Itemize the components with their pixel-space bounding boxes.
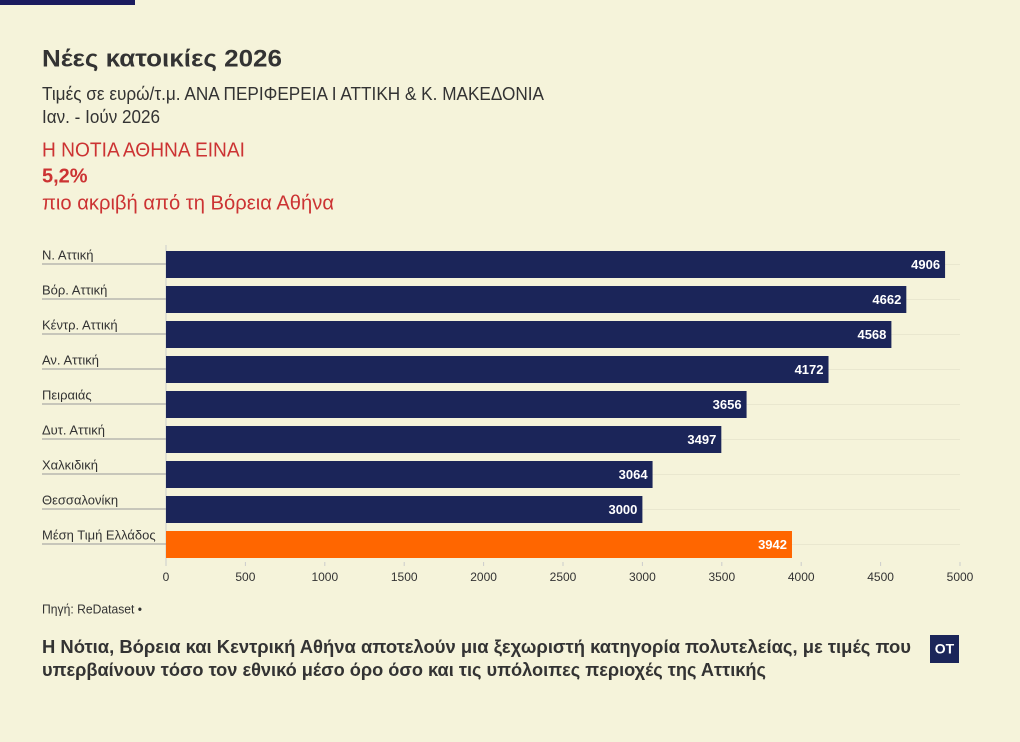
value-label: 4568	[857, 327, 886, 342]
y-tick-label: Θεσσαλονίκη	[42, 492, 118, 507]
note: υπερβαίνουν τόσο τον εθνικό μέσο όρο όσο…	[42, 660, 766, 680]
bar	[166, 286, 907, 313]
subtitle: Τιμές σε ευρώ/τ.μ. ΑΝΑ ΠΕΡΙΦΕΡΕΙΑ Ι ΑΤΤΙ…	[42, 84, 544, 104]
x-tick-label: 2000	[470, 570, 497, 584]
bar	[166, 531, 792, 558]
bar	[166, 426, 722, 453]
x-tick-label: 1500	[391, 570, 418, 584]
x-tick-label: 3000	[629, 570, 656, 584]
annotation: 5,2%	[42, 165, 88, 187]
x-tick-label: 3500	[708, 570, 735, 584]
y-tick-label: Αν. Αττική	[42, 352, 99, 367]
subtitle: Ιαν. - Ιούν 2026	[42, 107, 160, 127]
bar	[166, 356, 829, 383]
logo: OT	[935, 641, 955, 657]
chart-title: Νέες κατοικίες 2026	[42, 45, 282, 72]
bar	[166, 321, 892, 348]
bar	[166, 391, 747, 418]
x-tick-label: 1000	[311, 570, 338, 584]
logo-box	[930, 635, 959, 663]
value-label: 4172	[795, 362, 824, 377]
value-label: 3497	[687, 432, 716, 447]
top-accent	[0, 0, 135, 5]
value-label: 3000	[608, 502, 637, 517]
value-label: 3064	[619, 467, 649, 482]
bar	[166, 251, 946, 278]
y-tick-label: Κέντρ. Αττική	[42, 317, 118, 332]
x-tick-label: 2500	[550, 570, 577, 584]
x-tick-label: 5000	[947, 570, 974, 584]
bar	[166, 461, 653, 488]
value-label: 3656	[713, 397, 742, 412]
annotation: Η ΝΟΤΙΑ ΑΘΗΝΑ ΕΙΝΑΙ	[42, 139, 245, 161]
x-tick-label: 500	[235, 570, 255, 584]
x-tick-label: 0	[163, 570, 170, 584]
y-tick-label: Ν. Αττική	[42, 247, 93, 262]
y-tick-label: Πειραιάς	[42, 387, 92, 402]
bar	[166, 496, 643, 523]
y-tick-label: Μέση Τιμή Ελλάδος	[42, 527, 156, 542]
value-label: 3942	[758, 537, 787, 552]
value-label: 4662	[872, 292, 901, 307]
y-tick-label: Δυτ. Αττική	[42, 422, 105, 437]
x-tick-label: 4500	[867, 570, 894, 584]
annotation: πιο ακριβή από τη Βόρεια Αθήνα	[42, 192, 334, 214]
y-tick-label: Βόρ. Αττική	[42, 282, 107, 297]
source: Πηγή: ReDataset •	[42, 601, 142, 616]
y-tick-label: Χαλκιδική	[42, 457, 98, 472]
x-tick-label: 4000	[788, 570, 815, 584]
note: Η Νότια, Βόρεια και Κεντρική Αθήνα αποτε…	[42, 637, 911, 658]
value-label: 4906	[911, 257, 940, 272]
